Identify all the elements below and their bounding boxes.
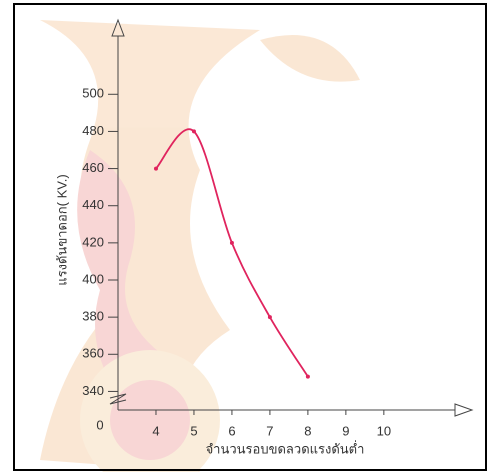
x-axis [118,403,474,417]
y-tick-label: 500 [82,86,104,101]
frame [13,3,487,471]
x-tick-label: 4 [152,423,159,438]
y-tick-label: 340 [82,383,104,398]
x-tick-label: 7 [266,423,273,438]
x-tick-label: 5 [190,423,197,438]
x-tick-label: 10 [377,423,391,438]
point [305,374,310,379]
origin-label: 0 [96,417,103,432]
y-tick-label: 380 [82,309,104,324]
x-axis-label: จำนวนรอบขดลวดแรงดันต่ำ [206,440,365,456]
point [267,315,272,320]
y-tick-label: 420 [82,234,104,249]
x-tick-label: 6 [228,423,235,438]
y-tick-label: 440 [82,197,104,212]
watermark [40,20,360,472]
y-tick-label: 400 [82,271,104,286]
y-tick-label: 360 [82,346,104,361]
axis-break [109,393,127,405]
y-tick-label: 480 [82,123,104,138]
x-tick-label: 8 [304,423,311,438]
y-axis [111,18,125,410]
y-axis-label: แรงดันขาดอก( KV.) [54,174,69,285]
point [229,240,234,245]
point [153,166,158,171]
x-tick-label: 9 [342,423,349,438]
point [191,129,196,134]
y-tick-label: 460 [82,160,104,175]
